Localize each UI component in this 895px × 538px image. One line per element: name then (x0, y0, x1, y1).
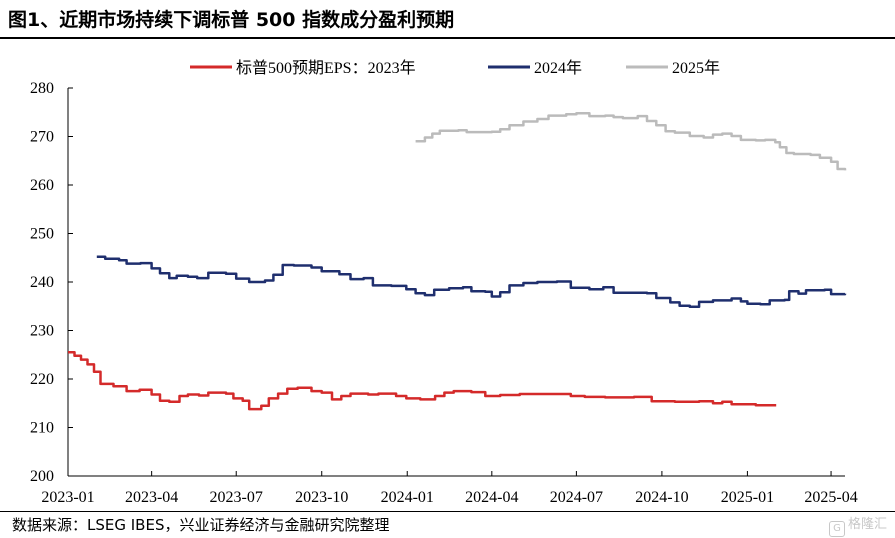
x-tick-label: 2025-04 (804, 489, 857, 506)
legend-label-2: 2025年 (672, 59, 720, 77)
y-tick-label: 280 (30, 80, 54, 97)
title-rule (0, 37, 895, 39)
source-note: 数据来源：LSEG IBES，兴业证券经济与金融研究院整理 (12, 516, 390, 534)
footer-rule (0, 511, 895, 512)
legend-label-1: 2024年 (534, 59, 582, 77)
y-tick-label: 260 (30, 177, 54, 194)
eps-line-chart: 标普500预期EPS：2023年 2024年 2025年 2002102202302… (30, 59, 858, 506)
series-line-0 (68, 351, 777, 411)
x-tick-label: 2025-01 (721, 489, 774, 506)
x-tick-label: 2024-10 (635, 489, 688, 506)
series-line-1 (96, 255, 847, 308)
series-lines (68, 111, 847, 411)
chart-title: 图1、近期市场持续下调标普 500 指数成分盈利预期 (8, 9, 455, 31)
axes: 200 210 220 230 240 250 260 270 280 2023-01 2023-0… (30, 80, 858, 506)
x-tick-label: 2024-04 (465, 489, 518, 506)
y-tick-label: 210 (30, 420, 54, 437)
y-tick-label: 220 (30, 371, 54, 388)
x-tick-label: 2023-04 (125, 489, 178, 506)
y-tick-label: 240 (30, 274, 54, 291)
x-tick-label: 2023-10 (295, 489, 348, 506)
y-tick-label: 200 (30, 468, 54, 485)
legend-label-0: 标普500预期EPS：2023年 (236, 59, 416, 77)
series-line-2 (415, 111, 847, 171)
x-tick-label: 2023-01 (41, 489, 94, 506)
x-tick-label: 2023-07 (210, 489, 263, 506)
y-tick-label: 230 (30, 323, 54, 340)
logo-icon: G (828, 521, 845, 537)
y-tick-label: 250 (30, 226, 54, 243)
x-tick-label: 2024-07 (550, 489, 603, 506)
watermark: G 格隆汇 (828, 514, 887, 537)
y-tick-label: 270 (30, 129, 54, 146)
legend: 标普500预期EPS：2023年 2024年 2025年 (190, 59, 720, 77)
watermark-text: 格隆汇 (847, 517, 887, 532)
x-tick-label: 2024-01 (381, 489, 434, 506)
